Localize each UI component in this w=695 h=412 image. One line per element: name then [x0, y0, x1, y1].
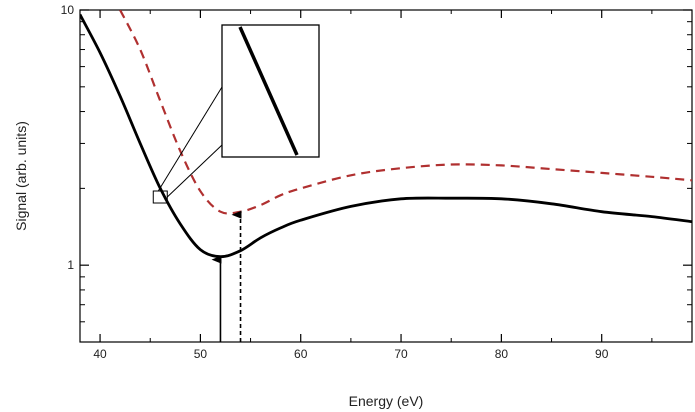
y-tick-label: 1	[67, 258, 74, 272]
x-tick-label: 60	[294, 347, 308, 361]
minor-ticks	[80, 10, 692, 342]
series-line-solid	[80, 13, 692, 259]
series-line-dashed	[119, 10, 692, 215]
plot-frame	[79, 9, 693, 343]
x-tick-label: 40	[93, 347, 107, 361]
x-tick-label: 50	[194, 347, 208, 361]
x-tick-label: 80	[495, 347, 509, 361]
y-tick-label: 10	[61, 3, 75, 17]
x-axis-ticks: 40 50 60 70 80 90	[93, 10, 609, 361]
inset-frame	[221, 24, 320, 158]
series-layer	[80, 10, 692, 259]
x-tick-label: 70	[394, 347, 408, 361]
y-axis-ticks: 1 10	[61, 3, 692, 272]
inset-layer	[152, 24, 320, 204]
zoom-connector-line	[157, 86, 223, 192]
annotation-layer	[211, 210, 242, 342]
x-tick-label: 90	[595, 347, 609, 361]
inset-curve-segment	[238, 26, 299, 156]
y-axis-label: Signal (arb. units)	[13, 121, 29, 231]
zoom-connector-line	[166, 144, 223, 198]
x-axis-label: Energy (eV)	[349, 393, 424, 409]
